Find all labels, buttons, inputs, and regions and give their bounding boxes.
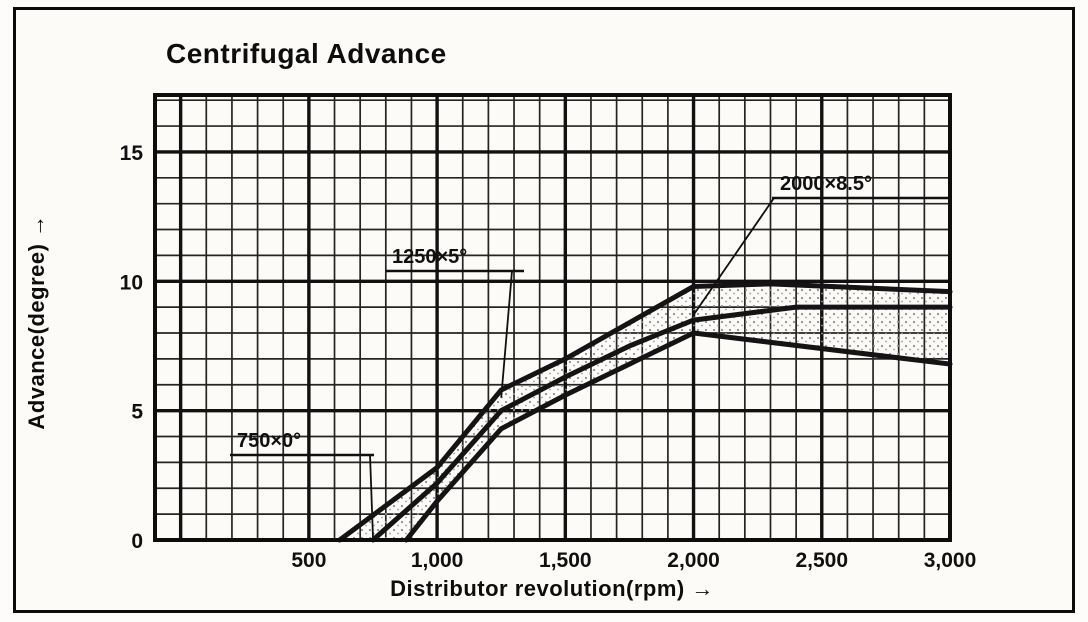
y-tick-label: 0 [131, 530, 143, 553]
plot-border-layer [153, 93, 952, 542]
annotations: 750×0° 1250×5° 2000×8.5° [230, 173, 948, 538]
y-tick-label: 10 [120, 271, 143, 294]
curve-upper-limit [337, 281, 953, 543]
curves [337, 281, 953, 543]
curve-nominal [370, 304, 953, 543]
x-axis-label: Distributor revolution(rpm) → [390, 576, 714, 601]
curve-lower-limit [403, 330, 953, 543]
x-tick-label: 1,500 [539, 549, 592, 572]
y-tick-label: 5 [131, 401, 143, 424]
x-tick-label: 1,000 [411, 549, 464, 572]
annotation-label: 2000×8.5° [780, 173, 872, 195]
y-tick-label: 15 [120, 142, 144, 165]
annotation-leader-line [369, 454, 374, 538]
y-axis-label: Advance(degree) → [24, 214, 49, 429]
x-tick-label: 3,000 [924, 549, 977, 572]
tick-labels: 500 1,000 1,500 2,000 2,500 3,000 0 5 10 15 [120, 142, 977, 572]
chart-title: Centrifugal Advance [166, 38, 447, 69]
annotation-leader-line [500, 270, 513, 398]
annotation-label: 750×0° [237, 430, 301, 452]
annotation-leader-line [692, 197, 775, 316]
x-tick-label: 2,000 [667, 549, 720, 572]
x-tick-label: 500 [291, 549, 326, 572]
annotation-label: 1250×5° [392, 246, 467, 268]
x-tick-label: 2,500 [795, 549, 848, 572]
plot-border [153, 93, 952, 542]
